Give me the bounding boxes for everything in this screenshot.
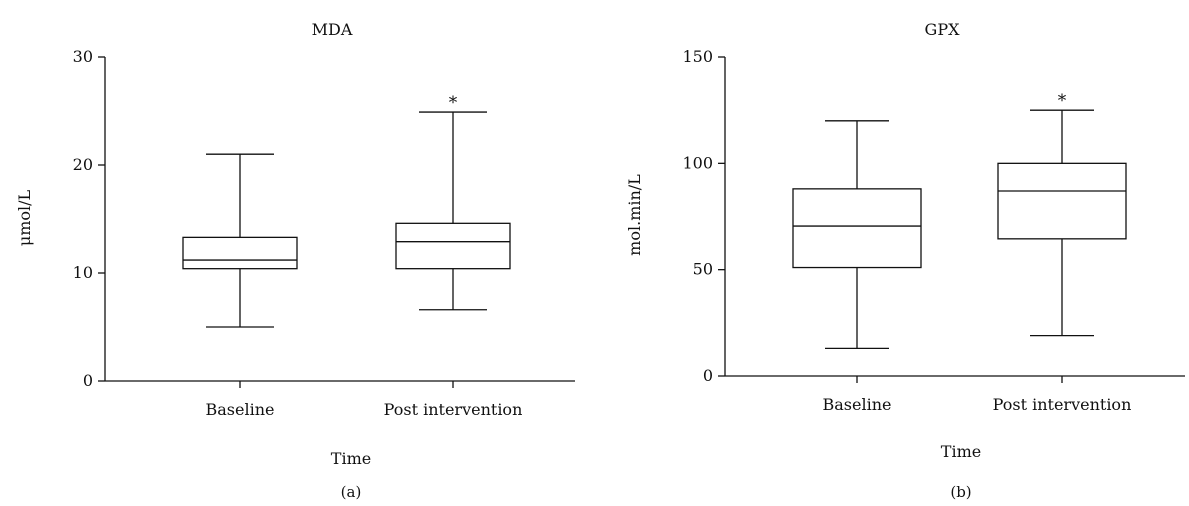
panel-label: (b) <box>950 483 971 501</box>
panel-mda: MDA μmol/L Time (a) 0 10 20 30 Baseline Post … <box>15 20 575 501</box>
y-tick-label: 0 <box>703 366 713 385</box>
x-tick-label: Baseline <box>823 395 892 414</box>
x-tick-label: Post intervention <box>993 395 1132 414</box>
box-plot-0 <box>182 153 298 328</box>
y-axis-label: μmol/L <box>15 189 34 246</box>
x-tick-label: Post intervention <box>384 400 523 419</box>
box-plot-0 <box>792 120 922 350</box>
chart-title: GPX <box>925 20 961 39</box>
iqr-box <box>997 162 1127 240</box>
plot-area: 0 50 100 150 Baseline Post intervention * <box>682 47 1185 414</box>
y-tick-label: 100 <box>682 153 713 172</box>
y-axis-label: mol.min/L <box>625 174 644 256</box>
y-tick-label: 150 <box>682 47 713 66</box>
panel-gpx: GPX mol.min/L Time (b) 0 50 100 150 Baseline… <box>625 20 1185 501</box>
iqr-box <box>182 236 298 270</box>
plot-area: 0 10 20 30 Baseline Post intervention * <box>73 47 575 419</box>
x-axis-label: Time <box>331 449 371 468</box>
x-tick-label: Baseline <box>206 400 275 419</box>
iqr-box <box>395 222 511 270</box>
box-plot-1: * <box>997 91 1127 337</box>
panel-label: (a) <box>341 483 362 501</box>
significance-marker: * <box>1058 91 1067 111</box>
x-axis-label: Time <box>941 442 981 461</box>
iqr-box <box>792 188 922 269</box>
y-tick-label: 50 <box>693 260 713 279</box>
box-plot-1: * <box>395 93 511 311</box>
chart-title: MDA <box>312 20 353 39</box>
y-tick-label: 30 <box>73 47 93 66</box>
y-tick-label: 0 <box>83 371 93 390</box>
y-tick-label: 20 <box>73 155 93 174</box>
significance-marker: * <box>449 93 458 113</box>
y-tick-label: 10 <box>73 263 93 282</box>
